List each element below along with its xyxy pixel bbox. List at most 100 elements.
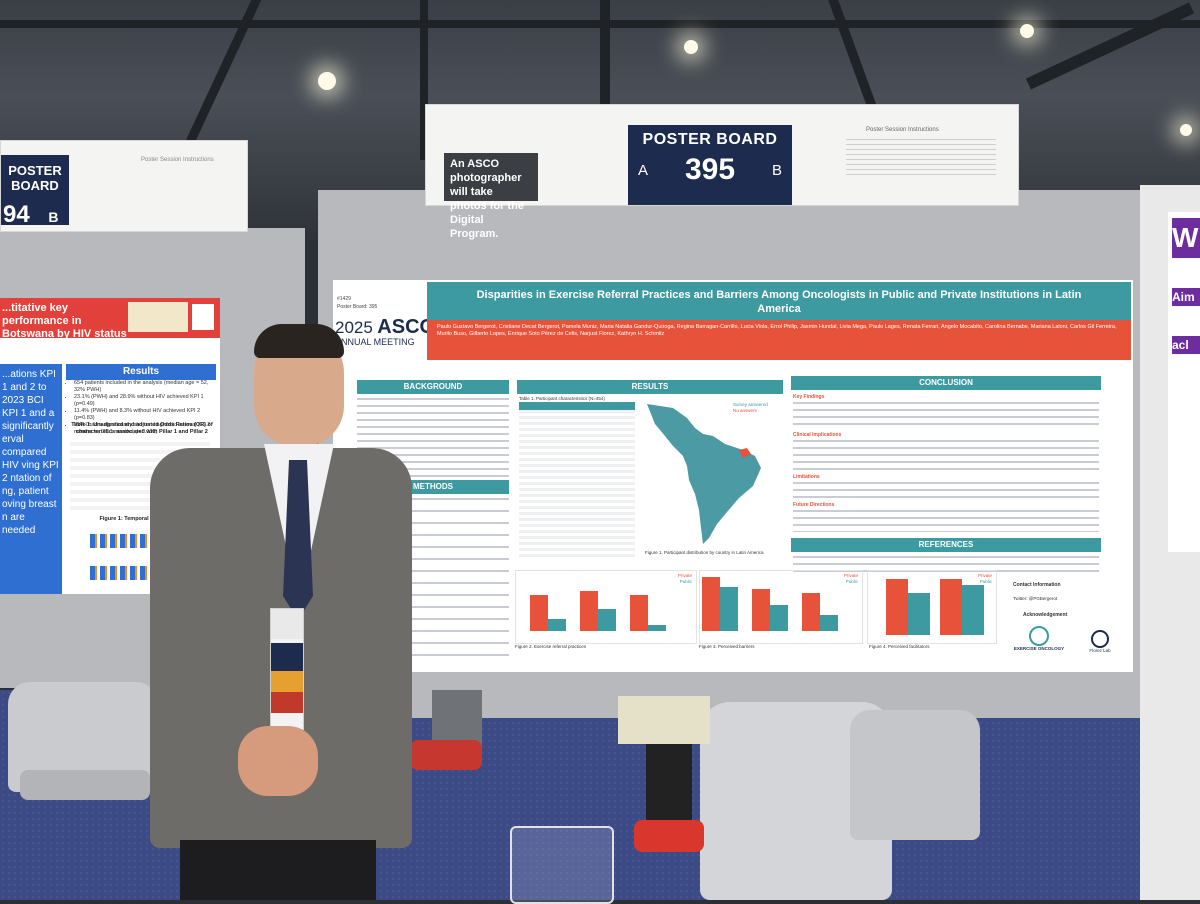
ceiling-light <box>318 72 336 90</box>
key-findings-text <box>793 402 1099 428</box>
child-legs <box>646 744 692 824</box>
board-id-block: POSTER BOARD A 395 B <box>628 125 792 205</box>
future-directions-subhead: Future Directions <box>793 502 835 508</box>
presenter-tie <box>283 460 313 620</box>
background-person-shoes <box>410 740 482 770</box>
child-shoes <box>634 820 704 852</box>
exercise-oncology-text: EXERCISE ONCOLOGY <box>1013 646 1065 651</box>
ceiling-truss <box>420 0 428 160</box>
chart-bar <box>648 625 666 631</box>
left-poster-logo <box>128 302 188 332</box>
chart-bar <box>548 619 566 631</box>
chair-right <box>850 710 980 840</box>
florez-lab-logo: Florez Lab <box>1077 630 1123 653</box>
conference-badge <box>270 608 304 730</box>
results-header: RESULTS <box>517 380 783 394</box>
chart-bar <box>598 609 616 631</box>
map-no-answer-region <box>739 448 751 458</box>
figure3-legend-private: Private <box>843 573 858 578</box>
figure4-caption: Figure 4. Perceived facilitators <box>869 644 930 649</box>
authors-band: Paulo Gustavo Bergerot, Cristiane Decat … <box>427 320 1131 360</box>
florez-lab-emblem <box>1091 630 1109 648</box>
right-poster-fragment: W <box>1172 218 1200 258</box>
chart-bar <box>630 595 648 631</box>
figure2-chart: Private Public <box>515 570 697 644</box>
instructions-text <box>846 139 996 179</box>
main-poster: #1429 Poster Board: 395 2025 ASCO ANNUAL… <box>333 280 1133 672</box>
left-poster-crest <box>192 304 214 330</box>
chart-bar <box>752 589 770 631</box>
latin-america-map: Survey answered No answers <box>643 398 783 548</box>
figure3-legend-public: Public <box>845 579 858 584</box>
ceiling-light <box>684 40 698 54</box>
ceiling-light <box>1020 24 1034 38</box>
ceiling-truss <box>828 0 882 120</box>
left-poster-bullet: 23.1% (PWH) and 28.9% without HIV achiev… <box>74 394 216 408</box>
references-header: REFERENCES <box>791 538 1101 552</box>
participant-table <box>519 402 635 560</box>
florez-lab-text: Florez Lab <box>1089 648 1111 653</box>
figure3-chart: Private Public <box>699 570 863 644</box>
background-header: BACKGROUND <box>357 380 509 394</box>
chart-bar <box>886 579 908 635</box>
left-poster-title: ...titative key performance in Botswana … <box>2 302 127 340</box>
ceiling-truss <box>1025 2 1195 90</box>
ceiling-truss <box>600 0 610 120</box>
board-label: POSTER BOARD <box>642 131 778 148</box>
chart-bar <box>770 605 788 631</box>
left-poster-header: ...titative key performance in Botswana … <box>0 298 220 340</box>
asco-logo: 2025 ASCO ANNUAL MEETING <box>335 316 436 347</box>
poster-header: #1429 Poster Board: 395 2025 ASCO ANNUAL… <box>333 280 1133 360</box>
limitations-text <box>793 482 1099 498</box>
left-poster-bullets: 654 patients included in the analysis (m… <box>66 380 216 436</box>
badge-name-area <box>271 609 303 639</box>
figure1-caption: Figure 1. Participant distribution by co… <box>645 550 764 555</box>
photographer-note: An ASCO photographer will take photos fo… <box>444 153 538 240</box>
clinical-implications-text <box>793 440 1099 470</box>
exercise-oncology-logo: EXERCISE ONCOLOGY <box>1009 626 1069 651</box>
future-directions-text <box>793 510 1099 532</box>
figure2-legend-public: Public <box>679 579 692 584</box>
figure2-bars <box>530 583 690 631</box>
figure2-caption: Figure 2. Exercise referral practices <box>515 644 587 649</box>
chart-bar <box>720 587 738 631</box>
right-poster: W Aim acl <box>1168 212 1200 552</box>
left-poster-conclusion-column: ...ations KPI 1 and 2 to 2023 BCI KPI 1 … <box>0 364 62 594</box>
left-poster-results-header: Results <box>66 364 216 380</box>
poster-id: #1429 <box>337 296 351 302</box>
right-poster-fragment: acl <box>1172 336 1200 354</box>
poster-authors: Paulo Gustavo Bergerot, Cristiane Decat … <box>437 324 1117 337</box>
left-board-id: POSTER BOARD 94 B <box>1 155 69 228</box>
poster-board-ref: Poster Board: 395 <box>337 304 378 310</box>
chart-bar <box>940 579 962 635</box>
figure4-chart: Private Public <box>867 570 997 644</box>
map-legend-answered: Survey answered <box>733 402 768 407</box>
figure2-legend-private: Private <box>677 573 692 578</box>
child-dress <box>618 696 710 744</box>
map-svg <box>647 404 761 544</box>
chart-bar <box>580 591 598 631</box>
board-side-b: B <box>771 161 782 179</box>
presenter-hair <box>254 324 344 358</box>
references-text <box>793 556 1099 572</box>
figure4-legend-public: Public <box>979 579 992 584</box>
chart-bar <box>802 593 820 631</box>
poster-board-sign: An ASCO photographer will take photos fo… <box>425 104 1019 240</box>
instructions-title: Poster Session Instructions <box>866 127 939 133</box>
twitter-label: Twitter: @PGBergerot <box>1013 596 1058 601</box>
left-instructions-title: Poster Session Instructions <box>141 157 214 163</box>
contact-label: Contact Information <box>1013 582 1061 588</box>
figure3-caption: Figure 3. Perceived barriers <box>699 644 755 649</box>
acknowledgement-label: Acknowledgement <box>1023 612 1068 618</box>
figure3-bars <box>702 577 858 631</box>
ceiling-light <box>1180 124 1192 136</box>
left-board-number: 94 B <box>3 201 59 228</box>
board-number: 395 <box>684 153 736 186</box>
chart-bar <box>530 595 548 631</box>
left-poster-bullet: 654 patients included in the analysis (m… <box>74 380 216 394</box>
figure4-bars <box>886 579 986 635</box>
chart-bar <box>820 615 838 631</box>
right-poster-aim: Aim <box>1172 288 1200 306</box>
clear-bag <box>510 826 614 904</box>
exercise-oncology-emblem <box>1029 626 1049 646</box>
